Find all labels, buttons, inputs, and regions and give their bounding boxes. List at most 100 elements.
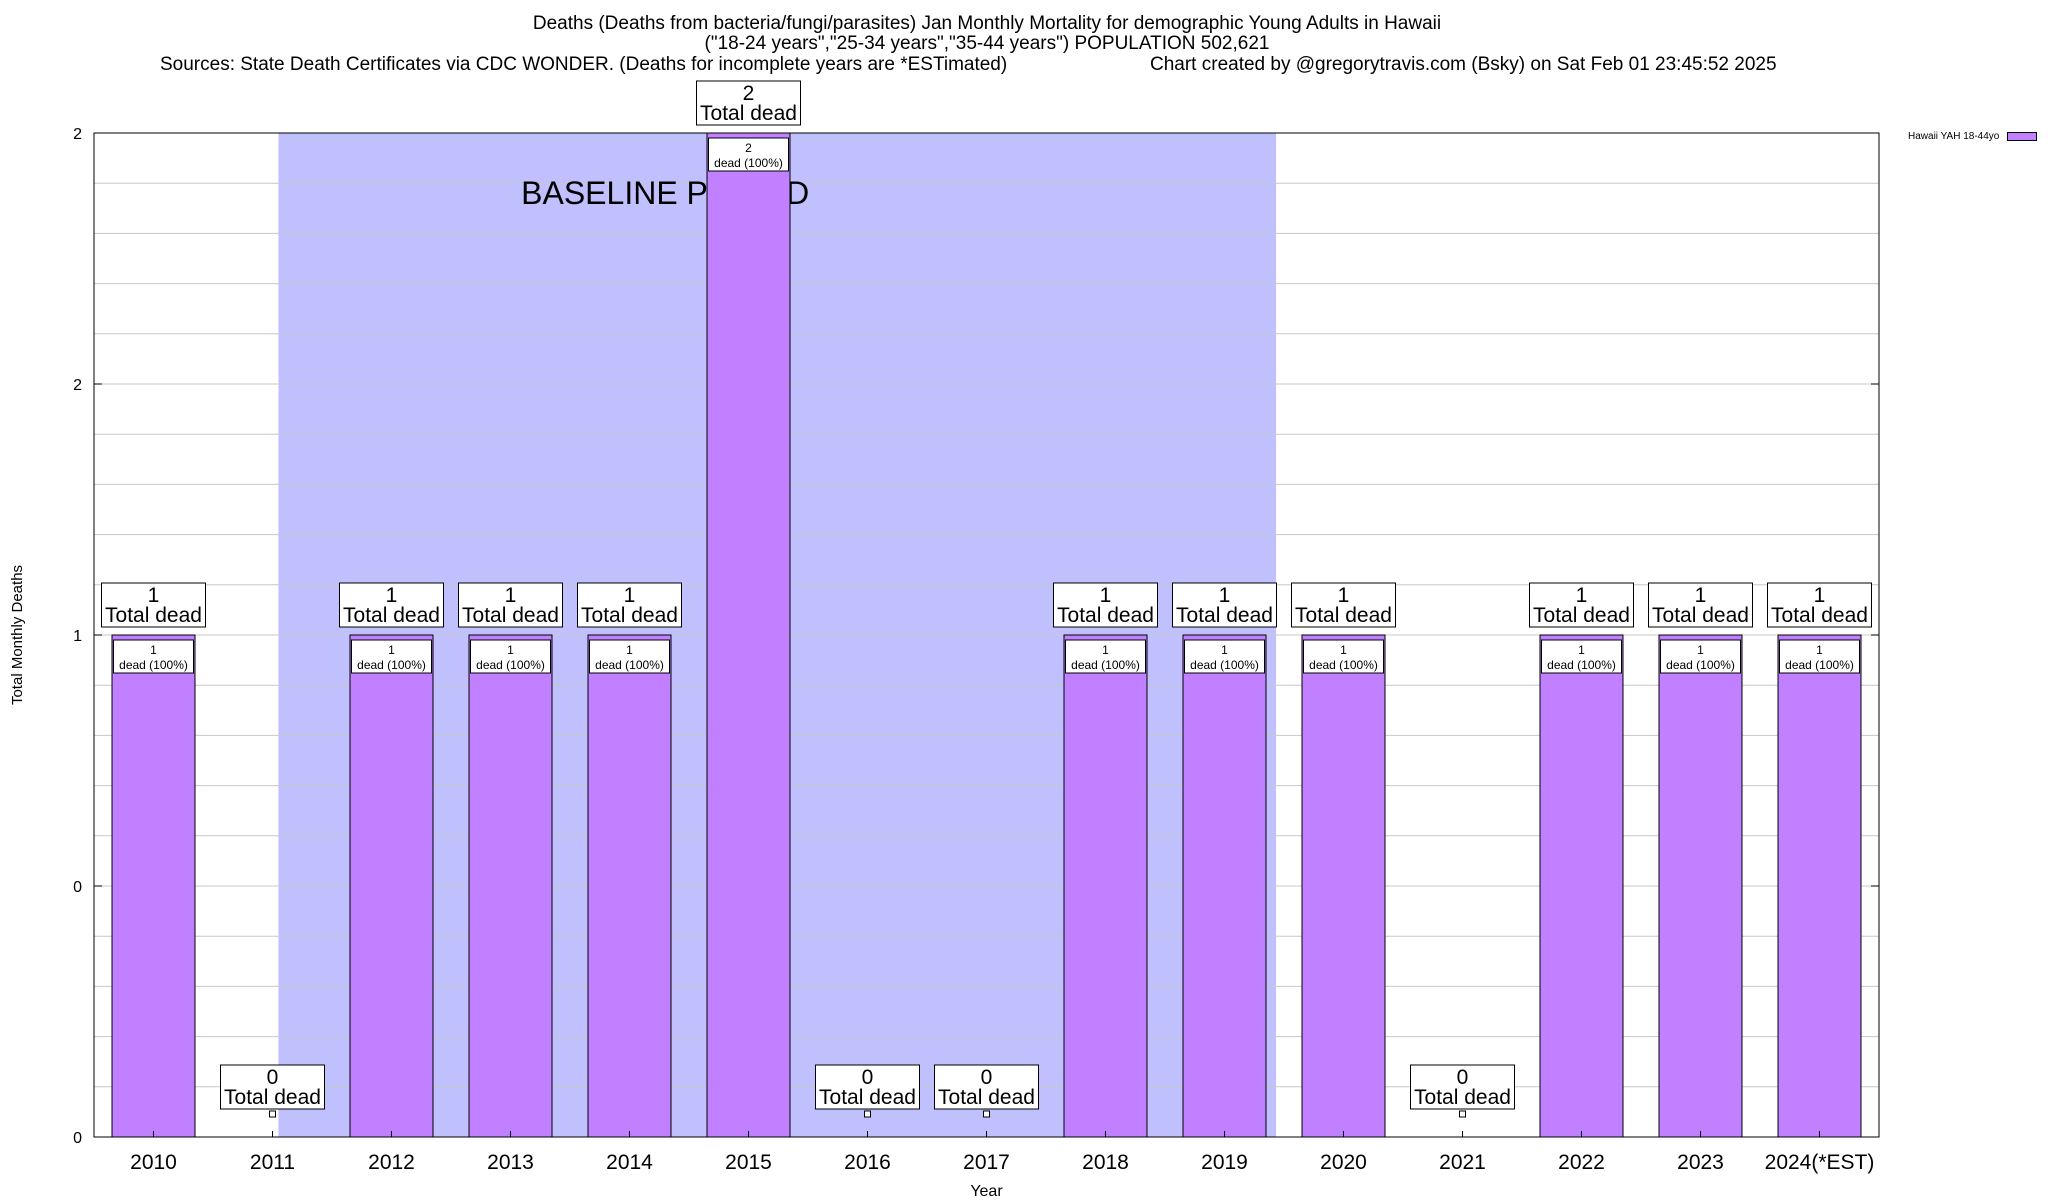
inner-label-box <box>708 137 789 172</box>
inner-label-text: dead (100%) <box>1071 658 1140 672</box>
bar <box>1301 634 1386 1138</box>
total-label-text: Total dead <box>462 604 559 627</box>
total-label-box <box>339 582 444 628</box>
total-label-box <box>1648 582 1753 628</box>
total-label-value: 1 <box>1695 584 1707 607</box>
y-tick-label: 2 <box>73 126 82 143</box>
inner-label-value: 1 <box>1221 643 1228 657</box>
x-tick-label: 2016 <box>844 1151 891 1174</box>
inner-label-value: 1 <box>1816 643 1823 657</box>
inner-label-value: 1 <box>1340 643 1347 657</box>
inner-label-box <box>351 639 432 674</box>
total-label-text: Total dead <box>105 604 202 627</box>
inner-label-text: dead (100%) <box>1547 658 1616 672</box>
inner-label-text: dead (100%) <box>119 658 188 672</box>
credit-line: Chart created by @gregorytravis.com (Bsk… <box>1150 54 1777 75</box>
x-tick-label: 2019 <box>1201 1151 1248 1174</box>
total-label-text: Total dead <box>1771 604 1868 627</box>
total-label-value: 1 <box>1338 584 1350 607</box>
inner-label-text: dead (100%) <box>595 658 664 672</box>
inner-label-text: dead (100%) <box>1309 658 1378 672</box>
title-line-2: ("18-24 years","25-34 years","35-44 year… <box>704 33 1270 54</box>
x-tick-label: 2017 <box>963 1151 1010 1174</box>
total-label-box <box>815 1064 920 1110</box>
inner-label-value: 1 <box>1697 643 1704 657</box>
total-label-box <box>1291 582 1396 628</box>
sources-line: Sources: State Death Certificates via CD… <box>160 54 1008 75</box>
inner-label-text: dead (100%) <box>1190 658 1259 672</box>
inner-label-text: dead (100%) <box>476 658 545 672</box>
total-label-value: 1 <box>624 584 636 607</box>
legend-swatch <box>2007 132 2038 141</box>
inner-label-value: 1 <box>626 643 633 657</box>
inner-label-box <box>470 639 551 674</box>
bar <box>1063 634 1148 1138</box>
legend: Hawaii YAH 18-44yo <box>1908 131 2038 142</box>
total-label-text: Total dead <box>819 1086 916 1109</box>
inner-label-value: 1 <box>150 643 157 657</box>
zero-marker <box>864 1110 871 1118</box>
inner-label-value: 1 <box>1102 643 1109 657</box>
y-tick-label: 1 <box>73 628 82 645</box>
inner-label-text: dead (100%) <box>357 658 426 672</box>
x-tick-label: 2023 <box>1677 1151 1724 1174</box>
total-label-text: Total dead <box>1176 604 1273 627</box>
zero-marker <box>1459 1110 1466 1118</box>
inner-label-box <box>1303 639 1384 674</box>
total-label-value: 2 <box>743 82 755 105</box>
bar <box>1777 634 1862 1138</box>
total-label-value: 1 <box>1219 584 1231 607</box>
legend-label: Hawaii YAH 18-44yo <box>1908 131 2000 142</box>
x-axis-label: Year <box>970 1183 1003 1200</box>
total-label-box <box>934 1064 1039 1110</box>
bar <box>468 634 553 1138</box>
y-tick-label: 0 <box>73 1130 82 1147</box>
total-label-text: Total dead <box>581 604 678 627</box>
bar <box>587 634 672 1138</box>
inner-label-box <box>1660 639 1741 674</box>
total-label-text: Total dead <box>1533 604 1630 627</box>
y-tick-label: 2 <box>73 377 82 394</box>
x-tick-label: 2015 <box>725 1151 772 1174</box>
total-label-text: Total dead <box>1295 604 1392 627</box>
total-label-text: Total dead <box>938 1086 1035 1109</box>
title-line-1: Deaths (Deaths from bacteria/fungi/paras… <box>532 13 1442 34</box>
total-label-box <box>220 1064 325 1110</box>
inner-label-box <box>589 639 670 674</box>
x-tick-label: 2012 <box>368 1151 415 1174</box>
bar <box>349 634 434 1138</box>
total-label-text: Total dead <box>1414 1086 1511 1109</box>
total-label-value: 1 <box>1814 584 1826 607</box>
total-label-box <box>696 80 801 126</box>
total-label-value: 1 <box>148 584 160 607</box>
total-label-value: 0 <box>267 1066 279 1089</box>
total-label-text: Total dead <box>343 604 440 627</box>
inner-label-value: 1 <box>1578 643 1585 657</box>
bar <box>706 132 791 1138</box>
total-label-box <box>1172 582 1277 628</box>
inner-label-value: 1 <box>388 643 395 657</box>
x-tick-label: 2020 <box>1320 1151 1367 1174</box>
inner-label-box <box>1541 639 1622 674</box>
total-label-value: 1 <box>505 584 517 607</box>
total-label-value: 1 <box>1576 584 1588 607</box>
y-axis-label: Total Monthly Deaths <box>9 565 26 705</box>
x-tick-label: 2022 <box>1558 1151 1605 1174</box>
x-tick-label: 2018 <box>1082 1151 1129 1174</box>
inner-label-text: dead (100%) <box>714 156 783 170</box>
chart-title: Deaths (Deaths from bacteria/fungi/paras… <box>0 14 1974 54</box>
inner-label-text: dead (100%) <box>1666 658 1735 672</box>
bar <box>1539 634 1624 1138</box>
total-label-box <box>1410 1064 1515 1110</box>
x-tick-label: 2013 <box>487 1151 534 1174</box>
total-label-box <box>101 582 206 628</box>
inner-label-value: 2 <box>745 141 752 155</box>
total-label-text: Total dead <box>1652 604 1749 627</box>
total-label-value: 1 <box>386 584 398 607</box>
total-label-text: Total dead <box>224 1086 321 1109</box>
x-tick-label: 2024(*EST) <box>1765 1151 1875 1174</box>
inner-label-box <box>1779 639 1860 674</box>
total-label-box <box>577 582 682 628</box>
x-tick-label: 2010 <box>130 1151 177 1174</box>
